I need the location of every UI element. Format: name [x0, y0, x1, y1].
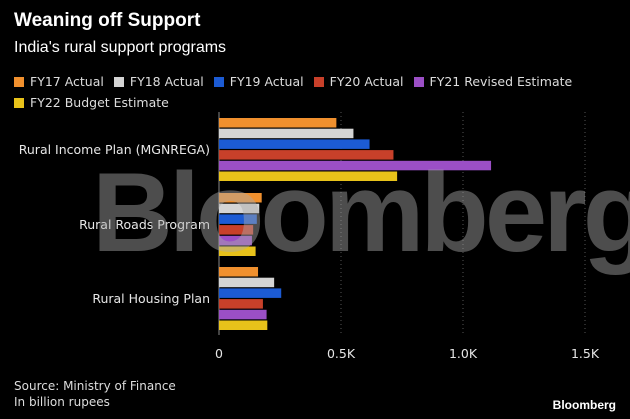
legend-swatch [413, 77, 424, 87]
bar [219, 128, 354, 139]
legend-label: FY21 Revised Estimate [429, 74, 573, 89]
source-text: Source: Ministry of Finance [14, 379, 176, 393]
bar [219, 225, 254, 235]
bar [219, 246, 256, 256]
legend-swatch [113, 77, 124, 87]
category-label: Rural Roads Program [79, 217, 210, 232]
bar [219, 214, 257, 224]
legend-label: FY20 Actual [329, 74, 404, 89]
unit-note: In billion rupees [14, 395, 110, 409]
category-label: Rural Housing Plan [92, 291, 210, 306]
legend-label: FY19 Actual [229, 74, 304, 89]
chart-subtitle: India's rural support programs [14, 39, 227, 56]
legend-item: FY20 Actual [313, 71, 404, 92]
bloomberg-logo: Bloomberg [552, 398, 616, 412]
bar [219, 235, 252, 246]
bar [219, 320, 268, 330]
bar [219, 160, 492, 171]
category-label: Rural Income Plan (MGNREGA) [19, 142, 210, 157]
legend-label: FY22 Budget Estimate [30, 95, 169, 110]
legend-swatch [14, 98, 24, 108]
bar [219, 118, 337, 128]
bar [219, 299, 263, 309]
bar [219, 150, 394, 160]
legend-item: FY17 Actual [14, 71, 104, 92]
bar [219, 309, 267, 320]
bar [219, 267, 259, 277]
bar [219, 203, 260, 214]
bar [219, 139, 370, 149]
legend-label: FY17 Actual [30, 74, 104, 89]
legend-swatch [313, 77, 324, 87]
chart-legend: FY17 Actual FY18 Actual FY19 Actual FY20 Ac… [14, 71, 614, 113]
bar [219, 288, 282, 298]
bar [219, 193, 262, 203]
x-tick-label: 0 [215, 346, 223, 361]
legend-item: FY18 Actual [113, 71, 204, 92]
bar [219, 277, 275, 288]
x-tick-label: 0.5K [327, 346, 356, 361]
legend-item: FY19 Actual [213, 71, 304, 92]
source-note: Source: Ministry of Finance In billion r… [14, 378, 176, 410]
legend-item: FY22 Budget Estimate [14, 92, 169, 113]
legend-swatch [14, 77, 24, 87]
legend-item: FY21 Revised Estimate [413, 71, 573, 92]
legend-swatch [213, 77, 224, 87]
x-tick-label: 1.0K [449, 346, 478, 361]
chart-title: Weaning off Support [14, 10, 201, 31]
bar [219, 171, 398, 181]
x-tick-label: 1.5K [571, 346, 600, 361]
legend-label: FY18 Actual [129, 74, 204, 89]
